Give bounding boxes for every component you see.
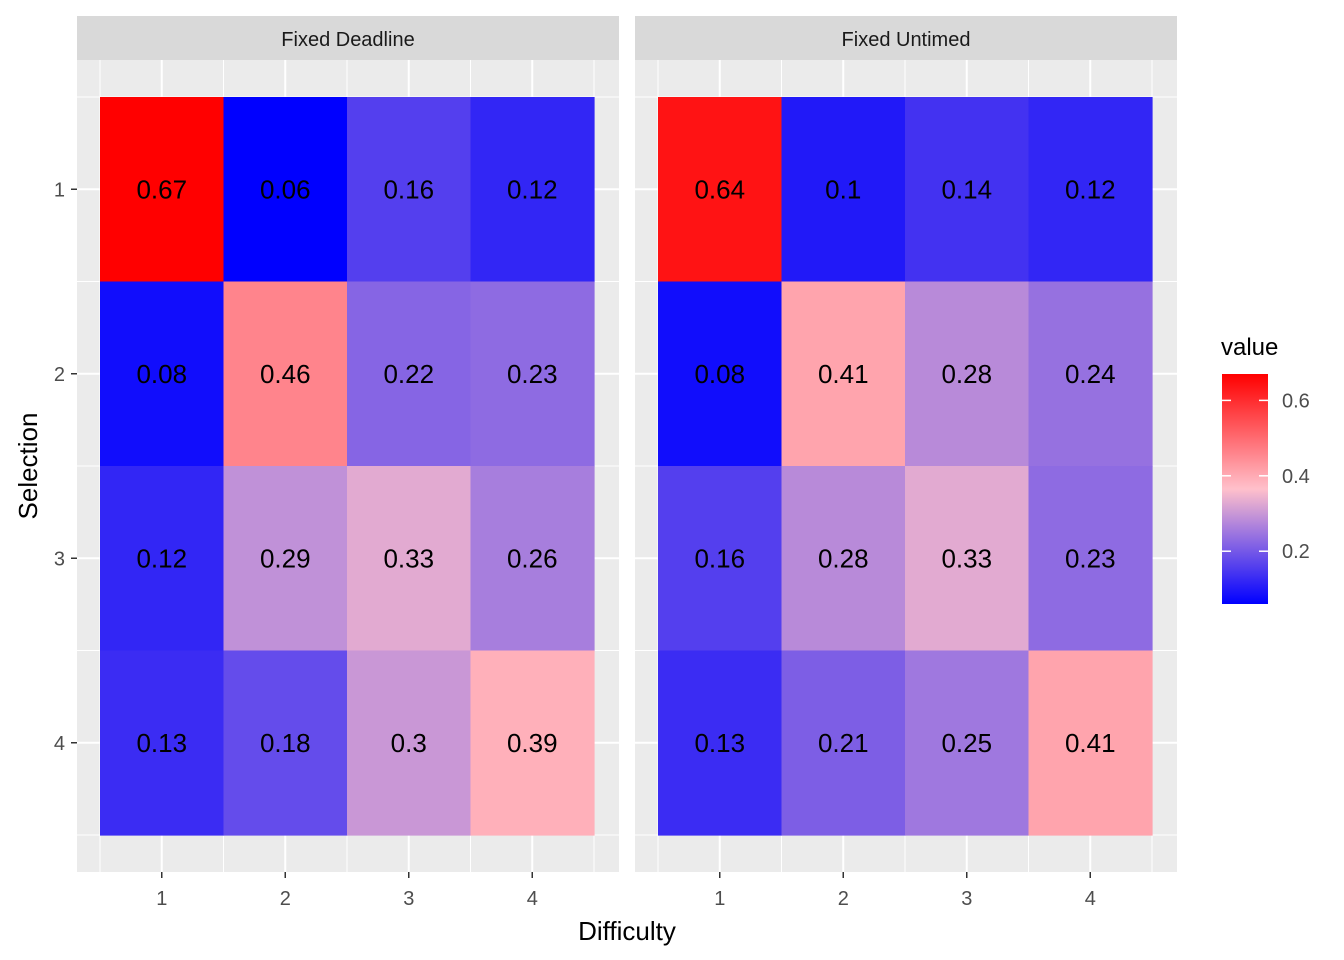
panel-2: Fixed Untimed 0.64 0.1 0.14 0.12 0.08 0.41 0.28… — [635, 16, 1177, 910]
x-tick-label: 3 — [403, 888, 414, 910]
heatmap-tile — [347, 281, 472, 467]
tile-value-label: 0.18 — [260, 728, 311, 758]
heatmap-tile — [781, 97, 906, 283]
heatmap-tile — [223, 97, 348, 283]
tile-value-label: 0.28 — [941, 359, 992, 389]
tile-value-label: 0.16 — [383, 174, 434, 204]
x-tick-label: 4 — [527, 888, 538, 910]
y-tick-label: 1 — [54, 179, 65, 201]
tile-value-label: 0.41 — [1065, 728, 1116, 758]
tile-value-label: 0.3 — [391, 728, 427, 758]
tile-value-label: 0.24 — [1065, 359, 1116, 389]
heatmap-tile — [100, 281, 225, 467]
heatmap-tile — [347, 466, 472, 652]
tile-value-label: 0.13 — [694, 728, 745, 758]
tile-value-label: 0.39 — [507, 728, 558, 758]
heatmap-tile — [223, 466, 348, 652]
tile-value-label: 0.23 — [507, 359, 558, 389]
heatmap-tile — [658, 650, 783, 836]
facet-strip-label: Fixed Untimed — [842, 29, 971, 51]
tile-value-label: 0.12 — [1065, 174, 1116, 204]
tile-value-label: 0.06 — [260, 174, 311, 204]
heatmap-tile — [1028, 281, 1153, 467]
tile-value-label: 0.46 — [260, 359, 311, 389]
tile-value-label: 0.67 — [136, 174, 187, 204]
x-tick-label: 3 — [961, 888, 972, 910]
x-tick-label: 2 — [838, 888, 849, 910]
tile-value-label: 0.28 — [818, 543, 869, 573]
heatmap-tile — [905, 650, 1030, 836]
x-tick-label: 4 — [1085, 888, 1096, 910]
tile-value-label: 0.22 — [383, 359, 434, 389]
x-axis-title: Difficulty — [578, 916, 676, 946]
heatmap-tile — [470, 466, 595, 652]
tile-value-label: 0.64 — [694, 174, 745, 204]
y-tick-label: 3 — [54, 548, 65, 570]
y-tick-label: 2 — [54, 364, 65, 386]
x-tick-label: 1 — [156, 888, 167, 910]
heatmap-tile — [100, 650, 225, 836]
heatmap-tile — [1028, 97, 1153, 283]
legend-tick-label: 0.2 — [1282, 541, 1310, 563]
heatmap-tile — [905, 281, 1030, 467]
heatmap-tile — [658, 97, 783, 283]
facet-strip — [77, 16, 619, 60]
legend-tick-label: 0.4 — [1282, 466, 1310, 488]
tile-value-label: 0.16 — [694, 543, 745, 573]
heatmap-tile — [470, 281, 595, 467]
tile-value-label: 0.12 — [136, 543, 187, 573]
heatmap-tile — [347, 650, 472, 836]
x-tick-label: 2 — [280, 888, 291, 910]
tile-value-label: 0.33 — [383, 543, 434, 573]
heatmap-tile — [781, 650, 906, 836]
heatmap-tile — [100, 97, 225, 283]
tile-value-label: 0.08 — [136, 359, 187, 389]
tile-value-label: 0.33 — [941, 543, 992, 573]
heatmap-tile — [781, 466, 906, 652]
heatmap-tile — [223, 281, 348, 467]
heatmap-tile — [470, 97, 595, 283]
tile-value-label: 0.1 — [825, 174, 861, 204]
heatmap-tile — [223, 650, 348, 836]
tile-value-label: 0.13 — [136, 728, 187, 758]
legend: value 0.2 0.4 0.6 — [1221, 334, 1310, 604]
y-tick-label: 4 — [54, 733, 65, 755]
facet-strip-label: Fixed Deadline — [281, 29, 414, 51]
heatmap-tile — [347, 97, 472, 283]
y-axis-title: Selection — [13, 413, 43, 520]
legend-color-bar — [1222, 374, 1268, 604]
tile-value-label: 0.41 — [818, 359, 869, 389]
panel-1: Fixed Deadline 0.67 0.06 0.16 0.12 0.08 0.46 0.… — [77, 16, 619, 910]
tile-value-label: 0.12 — [507, 174, 558, 204]
tile-value-label: 0.26 — [507, 543, 558, 573]
heatmap-tile — [1028, 650, 1153, 836]
tile-value-label: 0.23 — [1065, 543, 1116, 573]
tile-value-label: 0.08 — [694, 359, 745, 389]
facet-strip — [635, 16, 1177, 60]
tile-value-label: 0.21 — [818, 728, 869, 758]
x-tick-label: 1 — [714, 888, 725, 910]
heatmap-tile — [905, 97, 1030, 283]
heatmap-tile — [781, 281, 906, 467]
heatmap-tile — [100, 466, 225, 652]
heatmap-tile — [1028, 466, 1153, 652]
heatmap-tile — [658, 466, 783, 652]
legend-tick-label: 0.6 — [1282, 390, 1310, 412]
heatmap-tile — [658, 281, 783, 467]
heatmap-tile — [470, 650, 595, 836]
tile-value-label: 0.25 — [941, 728, 992, 758]
legend-title: value — [1221, 334, 1278, 361]
tile-value-label: 0.14 — [941, 174, 992, 204]
heatmap-tile — [905, 466, 1030, 652]
tile-value-label: 0.29 — [260, 543, 311, 573]
